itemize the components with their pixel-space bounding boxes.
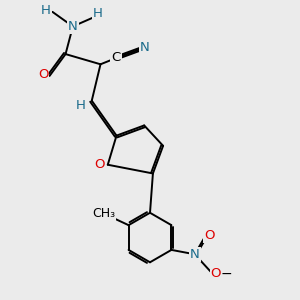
Text: H: H bbox=[41, 4, 51, 16]
Text: H: H bbox=[76, 99, 86, 112]
Text: O: O bbox=[94, 158, 105, 171]
Text: O: O bbox=[211, 267, 221, 280]
Text: C: C bbox=[111, 50, 121, 64]
Text: O: O bbox=[204, 229, 215, 242]
Text: N: N bbox=[190, 248, 200, 261]
Text: −: − bbox=[220, 267, 232, 281]
Text: N: N bbox=[68, 20, 78, 33]
Text: H: H bbox=[93, 8, 103, 20]
Text: CH₃: CH₃ bbox=[92, 207, 116, 220]
Text: N: N bbox=[140, 41, 150, 54]
Text: O: O bbox=[38, 68, 48, 81]
